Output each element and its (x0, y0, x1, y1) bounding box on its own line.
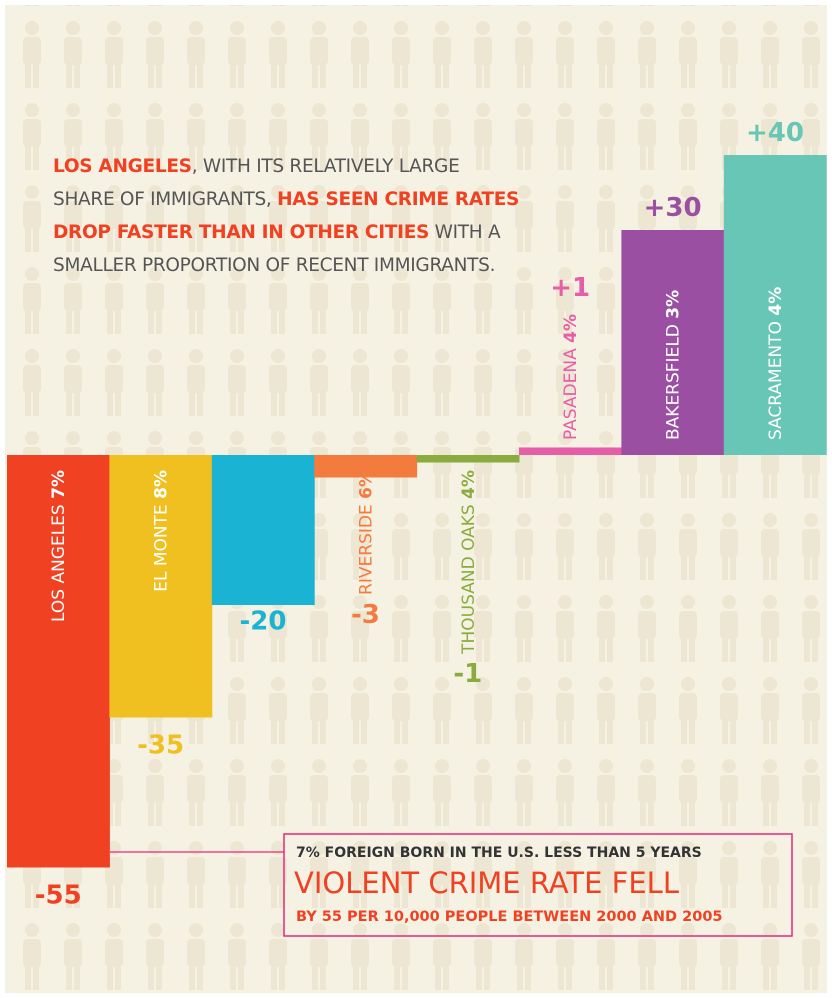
city-name: EL MONTE (152, 504, 172, 592)
city-share: 3% (664, 290, 684, 319)
city-name: LOS ANGELES (49, 504, 69, 622)
city-share: 10% (254, 470, 274, 511)
bar-label: NORWALK 10% (254, 470, 274, 601)
value-label: -55 (35, 881, 82, 911)
bar (417, 455, 520, 463)
value-label: -35 (137, 731, 184, 761)
bar-label: SACRAMENTO 4% (766, 287, 786, 440)
callout-line3: BY 55 PER 10,000 PEOPLE BETWEEN 2000 AND… (296, 909, 723, 925)
value-label: -3 (351, 600, 380, 630)
bar-label: LOS ANGELES 7% (49, 470, 69, 622)
callout-line2: VIOLENT CRIME RATE FELL (294, 866, 679, 900)
city-share: 4% (561, 314, 581, 343)
infographic: LOS ANGELES 7% -55 EL MONTE 8% -35 NORWALK 1… (0, 0, 832, 998)
bar-label: THOUSAND OAKS 4% (459, 470, 479, 655)
callout-line1: 7% FOREIGN BORN IN THE U.S. LESS THAN 5 … (296, 845, 702, 861)
city-name: NORWALK (254, 515, 274, 601)
city-share: 8% (152, 470, 172, 499)
city-share: 4% (459, 470, 479, 499)
city-name: BAKERSFIELD (664, 324, 684, 440)
value-label: +30 (644, 193, 702, 223)
city-share: 4% (766, 287, 786, 316)
city-name: THOUSAND OAKS (459, 504, 479, 655)
value-label: -1 (453, 659, 482, 689)
value-label: +40 (746, 118, 804, 148)
intro-segment: LOS ANGELES (53, 156, 192, 177)
bar-label: EL MONTE 8% (152, 470, 172, 592)
city-share: 7% (49, 470, 69, 499)
bar (519, 448, 622, 456)
intro-text: LOS ANGELES, WITH ITS RELATIVELY LARGE S… (53, 150, 523, 282)
bar-label: PASADENA 4% (561, 314, 581, 440)
bar-label: RIVERSIDE 6% (356, 470, 376, 595)
bar-label: BAKERSFIELD 3% (664, 290, 684, 440)
city-name: PASADENA (561, 348, 581, 440)
city-name: SACRAMENTO (766, 321, 786, 440)
value-label: +1 (550, 273, 590, 303)
city-name: RIVERSIDE (356, 504, 376, 595)
value-label: -20 (240, 606, 287, 636)
city-share: 6% (356, 470, 376, 499)
